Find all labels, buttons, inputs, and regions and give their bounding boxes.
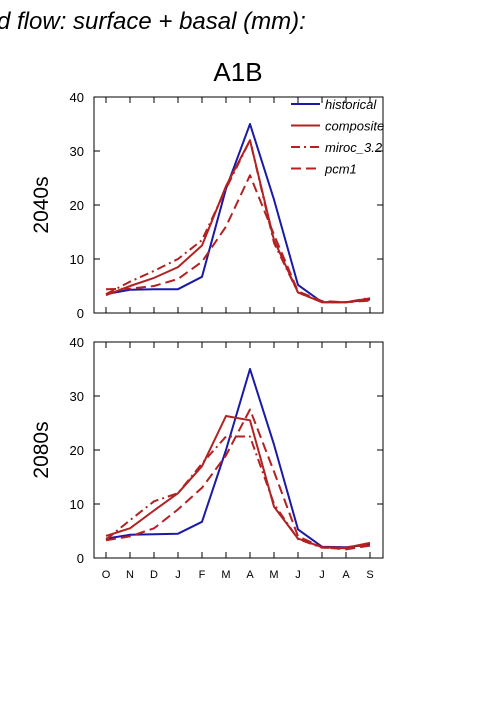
series-line-historical	[105, 368, 371, 549]
plot-frame	[93, 341, 384, 559]
series-line-miroc-3-2	[105, 139, 371, 304]
y-tick-label: 40	[70, 335, 84, 350]
series-line-miroc-3-2	[105, 435, 371, 550]
panel-2040s: 2040s 0 10 20 30 40 historical composite miroc…	[30, 90, 384, 321]
x-tick-label: J	[175, 569, 181, 581]
x-tick-label: O	[102, 569, 111, 581]
legend-label: miroc_3.2	[325, 140, 383, 155]
x-tick-label: J	[295, 569, 301, 581]
x-tick-label: A	[246, 569, 254, 581]
y-tick-label: 20	[70, 443, 84, 458]
y-tick-label: 0	[77, 551, 84, 566]
series-line-pcm1	[105, 174, 371, 304]
y-tick-label: 0	[77, 306, 84, 321]
x-tick-label: S	[366, 569, 373, 581]
x-tick-label: F	[199, 569, 206, 581]
x-tick-label: J	[319, 569, 325, 581]
panel-2080s: 2080s 0 10 20 30 40 O N D J F M A M J J A S	[30, 335, 384, 581]
y-tick-label: 20	[70, 198, 84, 213]
series-line-pcm1	[105, 408, 371, 551]
x-tick-label: A	[342, 569, 350, 581]
y-tick-label: 30	[70, 144, 84, 159]
legend: historical composite miroc_3.2 pcm1	[291, 97, 384, 177]
panel-title: A1B	[213, 57, 262, 87]
y-axis-label: 2080s	[30, 421, 53, 478]
x-tick-label: M	[269, 569, 278, 581]
y-tick-label: 30	[70, 389, 84, 404]
y-tick-label: 10	[70, 252, 84, 267]
y-tick-label: 40	[70, 90, 84, 105]
figure-supertitle: d flow: surface + basal (mm):	[0, 8, 306, 35]
legend-label: historical	[325, 97, 377, 112]
legend-label: pcm1	[324, 162, 357, 177]
x-tick-label: N	[126, 569, 134, 581]
legend-label: composite	[325, 119, 384, 134]
x-tick-label: D	[150, 569, 158, 581]
x-tick-label: M	[221, 569, 230, 581]
y-tick-label: 10	[70, 497, 84, 512]
y-axis-label: 2040s	[30, 176, 53, 233]
